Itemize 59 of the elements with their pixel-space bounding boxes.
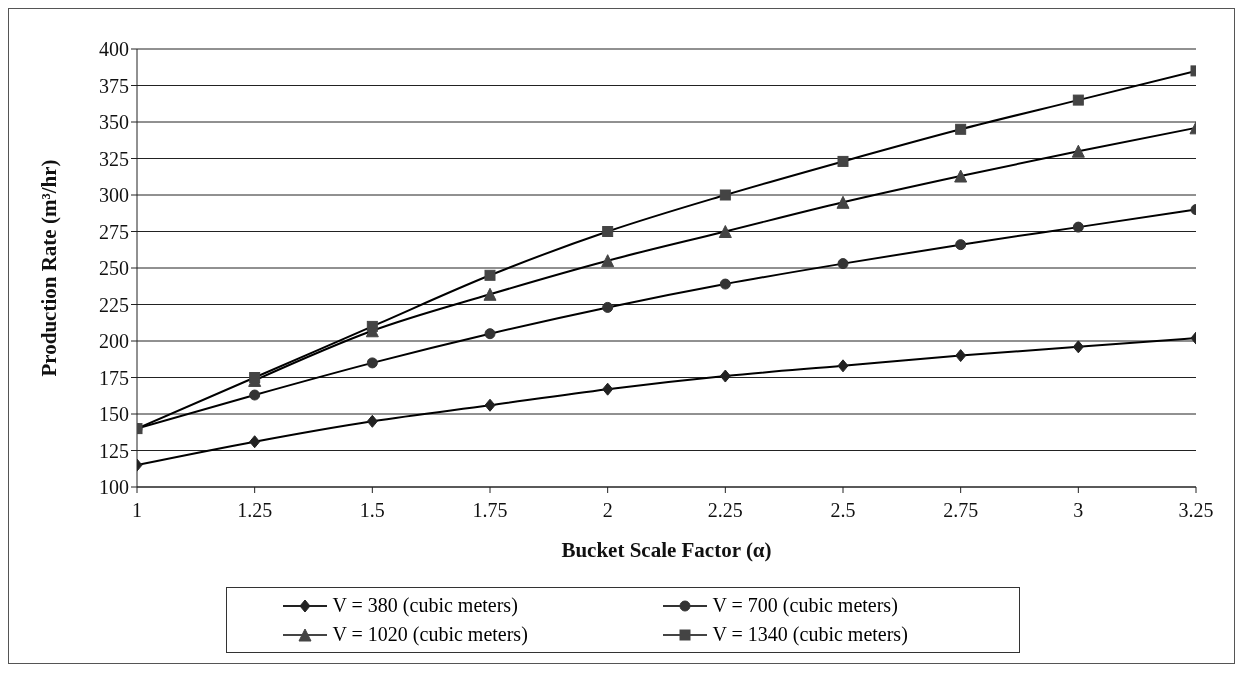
- point: [601, 254, 615, 268]
- point: [1071, 144, 1085, 158]
- y-tick-label: 150: [99, 403, 129, 426]
- point: [249, 435, 261, 449]
- point: [955, 349, 967, 363]
- x-tick-label: 3: [1073, 499, 1084, 522]
- legend-label: V = 380 (cubic meters): [332, 594, 518, 617]
- point: [602, 226, 614, 237]
- x-tick-label: 3.25: [1178, 499, 1214, 522]
- point: [483, 287, 497, 301]
- y-tick-label: 225: [99, 293, 129, 316]
- y-tick-label: 325: [99, 147, 129, 170]
- point: [719, 278, 731, 290]
- y-tick-label: 100: [99, 476, 129, 499]
- point: [484, 328, 496, 340]
- point: [602, 301, 614, 313]
- point: [719, 189, 731, 201]
- y-tick-label: 300: [99, 184, 129, 207]
- point: [719, 369, 731, 383]
- point: [249, 372, 261, 383]
- y-tick-label: 275: [99, 220, 129, 243]
- y-tick-label: 400: [99, 38, 129, 61]
- point: [249, 389, 261, 401]
- point: [837, 359, 849, 373]
- x-tick-label: 1.5: [359, 499, 385, 522]
- point: [837, 155, 849, 167]
- y-tick-label: 200: [99, 330, 129, 353]
- y-tick-label: 250: [99, 257, 129, 280]
- x-tick-label: 1: [132, 499, 142, 522]
- legend-label: V = 700 (cubic meters): [712, 594, 898, 617]
- y-tick-label: 175: [99, 366, 129, 389]
- point: [836, 195, 850, 209]
- point: [1072, 340, 1084, 354]
- y-tick-label: 350: [99, 111, 129, 134]
- x-axis-title: Bucket Scale Factor (α): [561, 538, 772, 562]
- x-tick-label: 1.75: [472, 499, 508, 522]
- point: [837, 258, 849, 270]
- x-tick-label: 1.25: [237, 499, 273, 522]
- x-tick-label: 2.5: [830, 499, 856, 522]
- point: [1072, 221, 1084, 233]
- y-axis-title: Production Rate (m³/hr): [37, 159, 62, 377]
- point: [955, 123, 967, 135]
- point: [366, 357, 378, 369]
- point: [718, 225, 732, 238]
- point: [1072, 94, 1084, 106]
- point: [484, 398, 496, 412]
- legend-label: V = 1340 (cubic meters): [712, 623, 908, 646]
- point: [484, 269, 496, 281]
- x-tick-label: 2.25: [707, 499, 743, 522]
- x-tick-label: 2.75: [943, 499, 979, 522]
- legend-label: V = 1020 (cubic meters): [332, 623, 528, 646]
- point: [366, 320, 378, 332]
- point: [954, 169, 968, 183]
- y-tick-label: 125: [99, 439, 129, 462]
- point: [366, 414, 378, 428]
- x-tick-label: 2: [602, 499, 613, 522]
- y-tick-label: 375: [99, 74, 129, 97]
- point: [955, 239, 967, 251]
- point: [602, 382, 614, 396]
